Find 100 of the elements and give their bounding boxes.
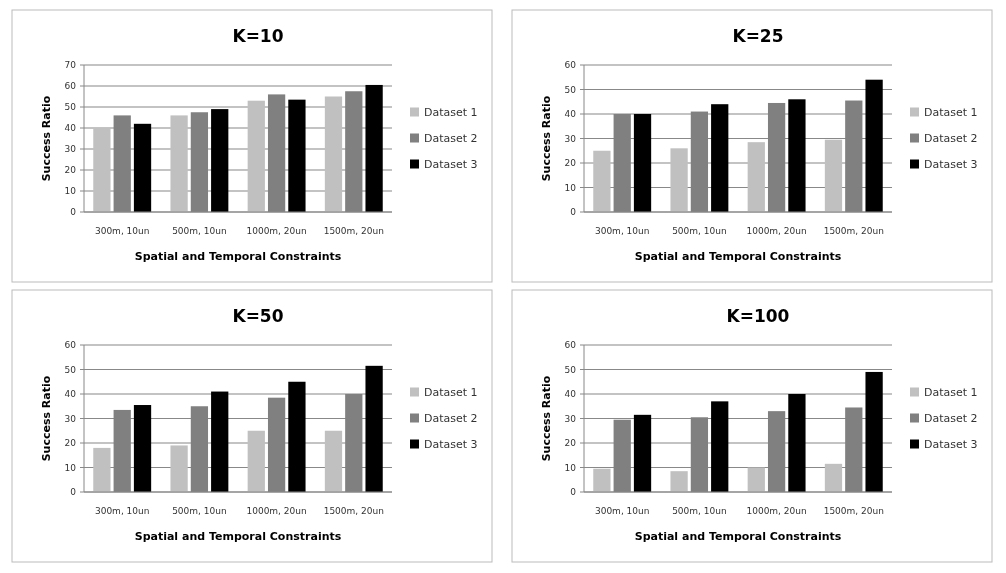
x-axis-title: Spatial and Temporal Constraints — [134, 530, 342, 543]
y-axis-title: Success Ratio — [540, 95, 553, 182]
bar — [324, 96, 343, 212]
y-tick-label: 60 — [564, 60, 577, 71]
x-tick-label: 500m, 10un — [172, 226, 227, 236]
x-tick-label: 1000m, 20un — [746, 226, 807, 236]
x-tick-label: 1500m, 20un — [823, 226, 884, 236]
y-tick-label: 0 — [70, 487, 77, 498]
legend-label: Dataset 3 — [924, 158, 978, 172]
chart-title: K=10 — [232, 26, 284, 46]
y-tick-label: 60 — [64, 340, 77, 351]
y-tick-label: 70 — [64, 60, 77, 71]
y-tick-label: 20 — [64, 438, 77, 449]
y-tick-label: 30 — [564, 133, 577, 144]
legend-label: Dataset 2 — [424, 132, 478, 146]
y-axis-title: Success Ratio — [40, 95, 53, 182]
bar — [170, 115, 188, 212]
y-axis-title: Success Ratio — [40, 375, 53, 462]
bar — [133, 405, 152, 492]
x-tick-label: 1500m, 20un — [323, 226, 384, 236]
bar — [824, 139, 843, 212]
y-tick-label: 30 — [564, 413, 577, 424]
y-tick-label: 30 — [64, 413, 77, 424]
y-tick-label: 0 — [570, 487, 577, 498]
bar — [133, 123, 152, 212]
y-tick-label: 10 — [564, 462, 577, 473]
x-axis-title: Spatial and Temporal Constraints — [634, 530, 842, 543]
legend-label: Dataset 3 — [424, 158, 478, 172]
legend-label: Dataset 3 — [424, 438, 478, 452]
x-tick-label: 300m, 10un — [94, 226, 150, 236]
y-tick-label: 10 — [564, 182, 577, 193]
bar — [747, 467, 765, 492]
y-tick-label: 50 — [64, 364, 77, 375]
x-tick-label: 1000m, 20un — [246, 506, 307, 516]
bar — [633, 414, 652, 492]
bar — [865, 371, 883, 492]
bar — [247, 430, 265, 492]
x-axis-title: Spatial and Temporal Constraints — [634, 250, 842, 263]
x-axis-title: Spatial and Temporal Constraints — [134, 250, 342, 263]
bar — [211, 391, 229, 492]
y-tick-label: 50 — [564, 84, 577, 95]
y-tick-label: 40 — [64, 123, 77, 134]
x-tick-label: 300m, 10un — [594, 226, 650, 236]
x-tick-label: 1500m, 20un — [323, 506, 384, 516]
bar — [788, 99, 806, 212]
x-tick-label: 500m, 10un — [672, 226, 727, 236]
bar — [288, 381, 306, 492]
bar — [711, 401, 729, 492]
bar — [865, 79, 883, 212]
legend-label: Dataset 1 — [924, 106, 978, 120]
bar — [593, 150, 611, 212]
bar — [211, 109, 229, 212]
bar — [633, 114, 652, 212]
y-tick-label: 50 — [564, 364, 577, 375]
y-tick-label: 40 — [564, 389, 577, 400]
legend-label: Dataset 2 — [924, 132, 978, 146]
chart-title: K=50 — [232, 306, 284, 326]
x-tick-label: 1500m, 20un — [823, 506, 884, 516]
bar — [93, 447, 111, 492]
bar — [288, 99, 306, 212]
x-tick-label: 500m, 10un — [172, 506, 227, 516]
legend-label: Dataset 2 — [924, 412, 978, 426]
x-tick-label: 300m, 10un — [594, 506, 650, 516]
y-axis-title: Success Ratio — [540, 375, 553, 462]
legend-label: Dataset 1 — [424, 386, 478, 400]
bar — [247, 100, 265, 212]
chart-title: K=100 — [726, 306, 790, 326]
y-tick-label: 0 — [570, 207, 577, 218]
legend-label: Dataset 2 — [424, 412, 478, 426]
chart-title: K=25 — [732, 26, 784, 46]
legend-label: Dataset 3 — [924, 438, 978, 452]
bar — [93, 128, 111, 212]
bar — [824, 463, 843, 492]
bar — [170, 445, 188, 492]
y-tick-label: 60 — [564, 340, 577, 351]
bar — [365, 84, 383, 212]
y-tick-label: 20 — [564, 158, 577, 169]
bar — [593, 468, 611, 492]
legend-label: Dataset 1 — [424, 106, 478, 120]
x-tick-label: 300m, 10un — [94, 506, 150, 516]
bar — [788, 394, 806, 492]
bar — [365, 365, 383, 492]
legend-label: Dataset 1 — [924, 386, 978, 400]
bar — [324, 430, 343, 492]
bar — [670, 471, 688, 492]
y-tick-label: 10 — [64, 186, 77, 197]
x-tick-label: 1000m, 20un — [246, 226, 307, 236]
y-tick-label: 40 — [564, 109, 577, 120]
y-tick-label: 50 — [64, 102, 77, 113]
y-tick-label: 20 — [564, 438, 577, 449]
bar — [747, 142, 765, 212]
bar — [711, 104, 729, 212]
y-tick-label: 60 — [64, 81, 77, 92]
x-tick-label: 500m, 10un — [672, 506, 727, 516]
y-tick-label: 0 — [70, 207, 77, 218]
y-tick-label: 30 — [64, 144, 77, 155]
y-tick-label: 20 — [64, 165, 77, 176]
bar — [670, 148, 688, 212]
y-tick-label: 10 — [64, 462, 77, 473]
y-tick-label: 40 — [64, 389, 77, 400]
